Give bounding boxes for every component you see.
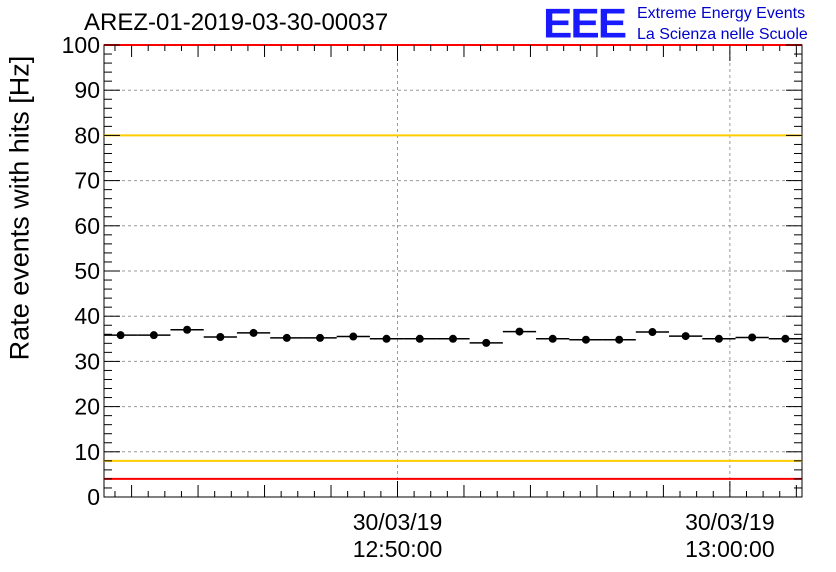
y-tick-label: 10 [74,439,100,465]
data-point [415,334,424,343]
eee-logo: EEE [543,0,627,47]
data-point [681,332,690,341]
x-tick-label-time: 12:50:00 [353,536,443,562]
data-point [382,334,391,343]
data-point [216,332,225,341]
y-tick-label: 0 [87,484,100,510]
y-tick-label: 70 [74,168,100,194]
logo-line-2: La Scienza nelle Scuole [637,26,808,43]
data-point [714,334,723,343]
logo-caption: Extreme Energy Events La Scienza nelle S… [637,3,808,45]
y-tick-label: 30 [74,348,100,374]
y-axis-ticks: 0 10 20 30 40 50 60 70 80 90 100 [62,32,802,510]
data-point [349,332,358,341]
data-point [748,333,757,342]
chart-title: AREZ-01-2019-03-30-00037 [84,9,389,36]
data-point [548,334,557,343]
y-tick-label: 100 [62,32,100,58]
data-point [482,338,491,347]
x-tick-label-time: 13:00:00 [685,536,775,562]
y-axis-label: Rate events with hits [Hz] [4,55,35,361]
grid-lines [104,45,802,497]
y-tick-label: 80 [74,122,100,148]
data-point [249,328,258,337]
data-point [781,334,790,343]
x-tick-label-date: 30/03/19 [353,509,443,535]
data-point [615,335,624,344]
data-point [116,331,125,340]
data-point [149,331,158,340]
y-tick-label: 60 [74,213,100,239]
logo-line-1: Extreme Energy Events [637,5,806,22]
data-point [316,333,325,342]
data-point [449,334,457,343]
data-point [282,333,291,342]
data-points [104,325,802,347]
reference-lines [104,44,802,480]
data-point [648,328,657,337]
data-point [581,335,590,344]
data-point [183,325,192,334]
x-tick-label-date: 30/03/19 [685,509,775,535]
y-tick-label: 50 [74,258,100,284]
y-tick-label: 90 [74,77,100,103]
y-tick-label: 20 [74,394,100,420]
data-point [515,327,524,336]
y-tick-label: 40 [74,303,100,329]
